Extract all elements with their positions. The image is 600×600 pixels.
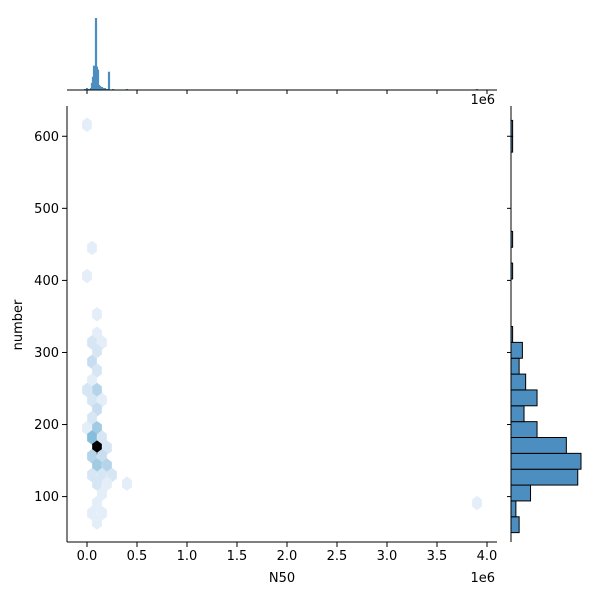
- marginal-x-bar: [105, 88, 109, 90]
- hexbin-23: [87, 449, 97, 464]
- y-tick-label: 100: [34, 490, 59, 505]
- marginal-y-histogram: [507, 106, 582, 542]
- hexbin-10: [87, 373, 97, 388]
- y-tick-label: 500: [34, 202, 59, 217]
- marginal-x-histogram: [67, 18, 497, 94]
- marginal-y-bar: [510, 468, 579, 486]
- hexbin-17: [92, 420, 102, 436]
- y-tick-label: 200: [34, 418, 59, 433]
- marginal-x-bar: [94, 18, 98, 90]
- x-tick-label: 2.5: [327, 549, 348, 564]
- marginal-y-bar: [510, 421, 538, 439]
- hexbin-32: [122, 476, 132, 491]
- marginal-x-bar: [96, 69, 100, 90]
- hexbin-18: [82, 420, 92, 436]
- marginal-x-bar: [83, 88, 87, 90]
- x-tick-label: 2.0: [277, 549, 298, 564]
- hexbin-38: [472, 495, 482, 511]
- hexbin-16: [87, 410, 97, 426]
- y-axis-ticks: 100 200 300 400 500 600: [34, 130, 67, 505]
- hexbin-11: [82, 382, 92, 398]
- hexbin-13: [87, 392, 97, 408]
- marginal-x-bar: [101, 87, 105, 90]
- hexbin-0: [82, 117, 92, 132]
- x-tick-label: 0.0: [77, 549, 98, 564]
- main-plot-area: 0.0 0.5 1.0 1.5 2.0 2.5 3.0 3.5 4.0 100 200 300 400…: [34, 106, 497, 564]
- marginal-x-scale-label: 1e6: [470, 93, 495, 108]
- axes: [66, 106, 497, 543]
- marginal-x-bar: [111, 88, 115, 90]
- hexbin-layer: [82, 117, 482, 530]
- marginal-x-bar: [107, 71, 111, 90]
- marginal-y-bar: [510, 516, 520, 534]
- marginal-x-bar: [85, 87, 89, 90]
- hexbin-9: [92, 363, 102, 378]
- hexbin-2: [82, 268, 92, 284]
- x-tick-label: 3.0: [377, 549, 398, 564]
- hexbin-26: [102, 458, 112, 473]
- x-tick-label: 1.0: [177, 549, 198, 564]
- marginal-y-bar: [510, 389, 538, 407]
- hexbin-35: [87, 505, 97, 521]
- y-tick-label: 600: [34, 130, 59, 145]
- hexbin-12: [92, 382, 102, 398]
- y-tick-label: 400: [34, 274, 59, 289]
- marginal-x-bar: [87, 88, 91, 90]
- marginal-y-bar: [510, 405, 525, 423]
- marginal-x-bar: [125, 88, 129, 90]
- x-tick-label: 4.0: [477, 549, 498, 564]
- x-tick-label: 0.5: [127, 549, 148, 564]
- hexbin-30: [92, 476, 102, 491]
- x-tick-label: 1.5: [227, 549, 248, 564]
- y-tick-label: 300: [34, 346, 59, 361]
- hexbin-14: [97, 392, 107, 408]
- hexbin-24: [97, 449, 107, 464]
- hexbin-37: [92, 515, 102, 530]
- hexbin-3: [92, 307, 102, 322]
- hexbin-36: [97, 505, 107, 521]
- x-axis-ticks: 0.0 0.5 1.0 1.5 2.0 2.5 3.0 3.5 4.0: [77, 542, 498, 564]
- marginal-x-bar: [475, 88, 479, 90]
- marginal-y-bar: [510, 373, 527, 391]
- marginal-y-bar: [510, 357, 520, 375]
- marginal-y-bar: [510, 484, 532, 502]
- hexbin-20: [97, 430, 107, 445]
- marginal-y-bar: [510, 452, 582, 470]
- hexbin-31: [102, 476, 112, 491]
- hexbin-7: [92, 343, 102, 359]
- marginal-y-bar: [510, 500, 517, 518]
- hexbin-19: [87, 430, 97, 445]
- y-axis-label: number: [11, 299, 26, 350]
- x-axis-scale-label: 1e6: [470, 571, 495, 586]
- marginal-y-bar: [510, 341, 523, 359]
- marginal-y-bar: [510, 437, 567, 454]
- hexbin-25: [92, 458, 102, 473]
- x-axis-label: N50: [269, 571, 295, 586]
- x-tick-label: 3.5: [427, 549, 448, 564]
- hexbin-33: [97, 486, 107, 501]
- hexbin-34: [92, 495, 102, 511]
- hexbin-1: [87, 240, 97, 256]
- marginal-x-bar: [103, 87, 107, 90]
